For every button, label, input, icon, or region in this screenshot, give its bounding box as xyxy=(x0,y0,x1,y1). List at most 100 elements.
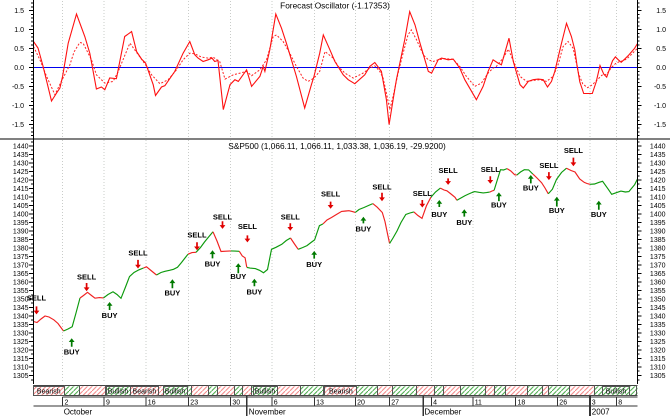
svg-text:1400: 1400 xyxy=(13,212,29,219)
svg-text:SELL: SELL xyxy=(213,212,233,221)
svg-text:1385: 1385 xyxy=(650,237,666,244)
svg-text:1380: 1380 xyxy=(650,246,666,253)
svg-text:BUY: BUY xyxy=(102,311,118,320)
svg-text:BUY: BUY xyxy=(164,289,180,298)
svg-text:1365: 1365 xyxy=(650,271,666,278)
svg-text:BUY: BUY xyxy=(491,201,507,210)
svg-text:1320: 1320 xyxy=(650,348,666,355)
svg-text:-1.0: -1.0 xyxy=(654,103,666,110)
svg-text:BUY: BUY xyxy=(64,347,80,356)
svg-text:BUY: BUY xyxy=(355,224,371,233)
svg-text:BUY: BUY xyxy=(205,260,221,269)
svg-text:6: 6 xyxy=(274,400,278,407)
svg-text:SELL: SELL xyxy=(564,146,584,155)
svg-text:3: 3 xyxy=(592,400,596,407)
svg-text:1440: 1440 xyxy=(650,144,666,151)
svg-text:1360: 1360 xyxy=(650,280,666,287)
svg-text:-1.5: -1.5 xyxy=(12,122,24,129)
svg-text:BUY: BUY xyxy=(591,210,607,219)
svg-text:SELL: SELL xyxy=(281,213,301,222)
svg-text:1345: 1345 xyxy=(13,305,29,312)
svg-text:1310: 1310 xyxy=(13,365,29,372)
svg-text:Bullish: Bullish xyxy=(255,388,276,395)
svg-text:1435: 1435 xyxy=(13,152,29,159)
svg-text:1355: 1355 xyxy=(650,288,666,295)
svg-text:1350: 1350 xyxy=(650,297,666,304)
svg-text:18: 18 xyxy=(518,400,526,407)
svg-text:BUY: BUY xyxy=(431,210,447,219)
svg-text:27: 27 xyxy=(391,400,399,407)
svg-text:11: 11 xyxy=(475,400,482,407)
svg-text:0.0: 0.0 xyxy=(14,65,24,72)
svg-text:-0.5: -0.5 xyxy=(12,84,24,91)
svg-text:SELL: SELL xyxy=(321,190,341,199)
svg-text:0.0: 0.0 xyxy=(656,65,666,72)
svg-text:20: 20 xyxy=(357,400,365,407)
svg-text:1385: 1385 xyxy=(13,237,29,244)
svg-text:2: 2 xyxy=(65,400,69,407)
svg-text:BUY: BUY xyxy=(306,260,322,269)
svg-text:9: 9 xyxy=(106,400,110,407)
svg-text:Forecast Oscillator (-1.17353): Forecast Oscillator (-1.17353) xyxy=(280,1,390,11)
svg-text:1425: 1425 xyxy=(13,169,29,176)
svg-text:Bearish: Bearish xyxy=(329,388,353,395)
svg-text:8: 8 xyxy=(618,400,622,407)
svg-text:1355: 1355 xyxy=(13,288,29,295)
svg-text:S&P500 (1,066.11, 1,066.11, 1,: S&P500 (1,066.11, 1,066.11, 1,033.38, 1,… xyxy=(228,141,446,151)
svg-text:1390: 1390 xyxy=(650,229,666,236)
svg-text:SELL: SELL xyxy=(128,248,148,257)
svg-text:1395: 1395 xyxy=(650,220,666,227)
svg-text:1320: 1320 xyxy=(13,348,29,355)
svg-text:1410: 1410 xyxy=(650,195,666,202)
svg-text:1335: 1335 xyxy=(13,322,29,329)
svg-text:1395: 1395 xyxy=(13,220,29,227)
svg-text:December: December xyxy=(424,408,461,416)
svg-text:Bearish: Bearish xyxy=(37,388,61,395)
svg-text:Bullish: Bullish xyxy=(606,388,627,395)
svg-text:2007: 2007 xyxy=(592,408,610,416)
svg-text:BUY: BUY xyxy=(456,218,472,227)
svg-text:1405: 1405 xyxy=(650,203,666,210)
svg-text:SELL: SELL xyxy=(372,183,392,192)
svg-text:1325: 1325 xyxy=(13,339,29,346)
svg-text:SELL: SELL xyxy=(481,165,501,174)
svg-text:1.0: 1.0 xyxy=(656,27,666,34)
svg-text:1375: 1375 xyxy=(650,254,666,261)
svg-text:1340: 1340 xyxy=(13,314,29,321)
svg-text:SELL: SELL xyxy=(187,231,207,240)
svg-text:1315: 1315 xyxy=(650,356,666,363)
svg-text:BUY: BUY xyxy=(523,184,539,193)
svg-text:October: October xyxy=(64,408,93,416)
svg-text:1310: 1310 xyxy=(650,365,666,372)
svg-text:0.5: 0.5 xyxy=(14,46,24,53)
svg-text:1440: 1440 xyxy=(13,144,29,151)
svg-text:1305: 1305 xyxy=(650,373,666,380)
svg-text:1405: 1405 xyxy=(13,203,29,210)
svg-text:1370: 1370 xyxy=(650,263,666,270)
svg-text:-1.5: -1.5 xyxy=(654,122,666,129)
svg-text:30: 30 xyxy=(232,400,240,407)
svg-text:Bearish: Bearish xyxy=(133,388,157,395)
svg-text:1375: 1375 xyxy=(13,254,29,261)
svg-text:1330: 1330 xyxy=(650,331,666,338)
svg-text:1380: 1380 xyxy=(13,246,29,253)
svg-text:1335: 1335 xyxy=(650,322,666,329)
svg-text:SELL: SELL xyxy=(439,166,459,175)
svg-text:1430: 1430 xyxy=(13,161,29,168)
svg-text:1345: 1345 xyxy=(650,305,666,312)
svg-text:BUY: BUY xyxy=(230,272,246,281)
svg-text:1390: 1390 xyxy=(13,229,29,236)
svg-text:1415: 1415 xyxy=(650,186,666,193)
svg-text:Bullish: Bullish xyxy=(108,388,129,395)
svg-text:1325: 1325 xyxy=(650,339,666,346)
svg-text:1410: 1410 xyxy=(13,195,29,202)
svg-text:1340: 1340 xyxy=(650,314,666,321)
svg-text:1315: 1315 xyxy=(13,356,29,363)
svg-text:1415: 1415 xyxy=(13,186,29,193)
svg-text:-0.5: -0.5 xyxy=(654,84,666,91)
svg-text:1430: 1430 xyxy=(650,161,666,168)
svg-text:0.5: 0.5 xyxy=(656,46,666,53)
svg-text:4: 4 xyxy=(433,400,437,407)
svg-text:1420: 1420 xyxy=(650,178,666,185)
svg-text:BUY: BUY xyxy=(246,288,262,297)
